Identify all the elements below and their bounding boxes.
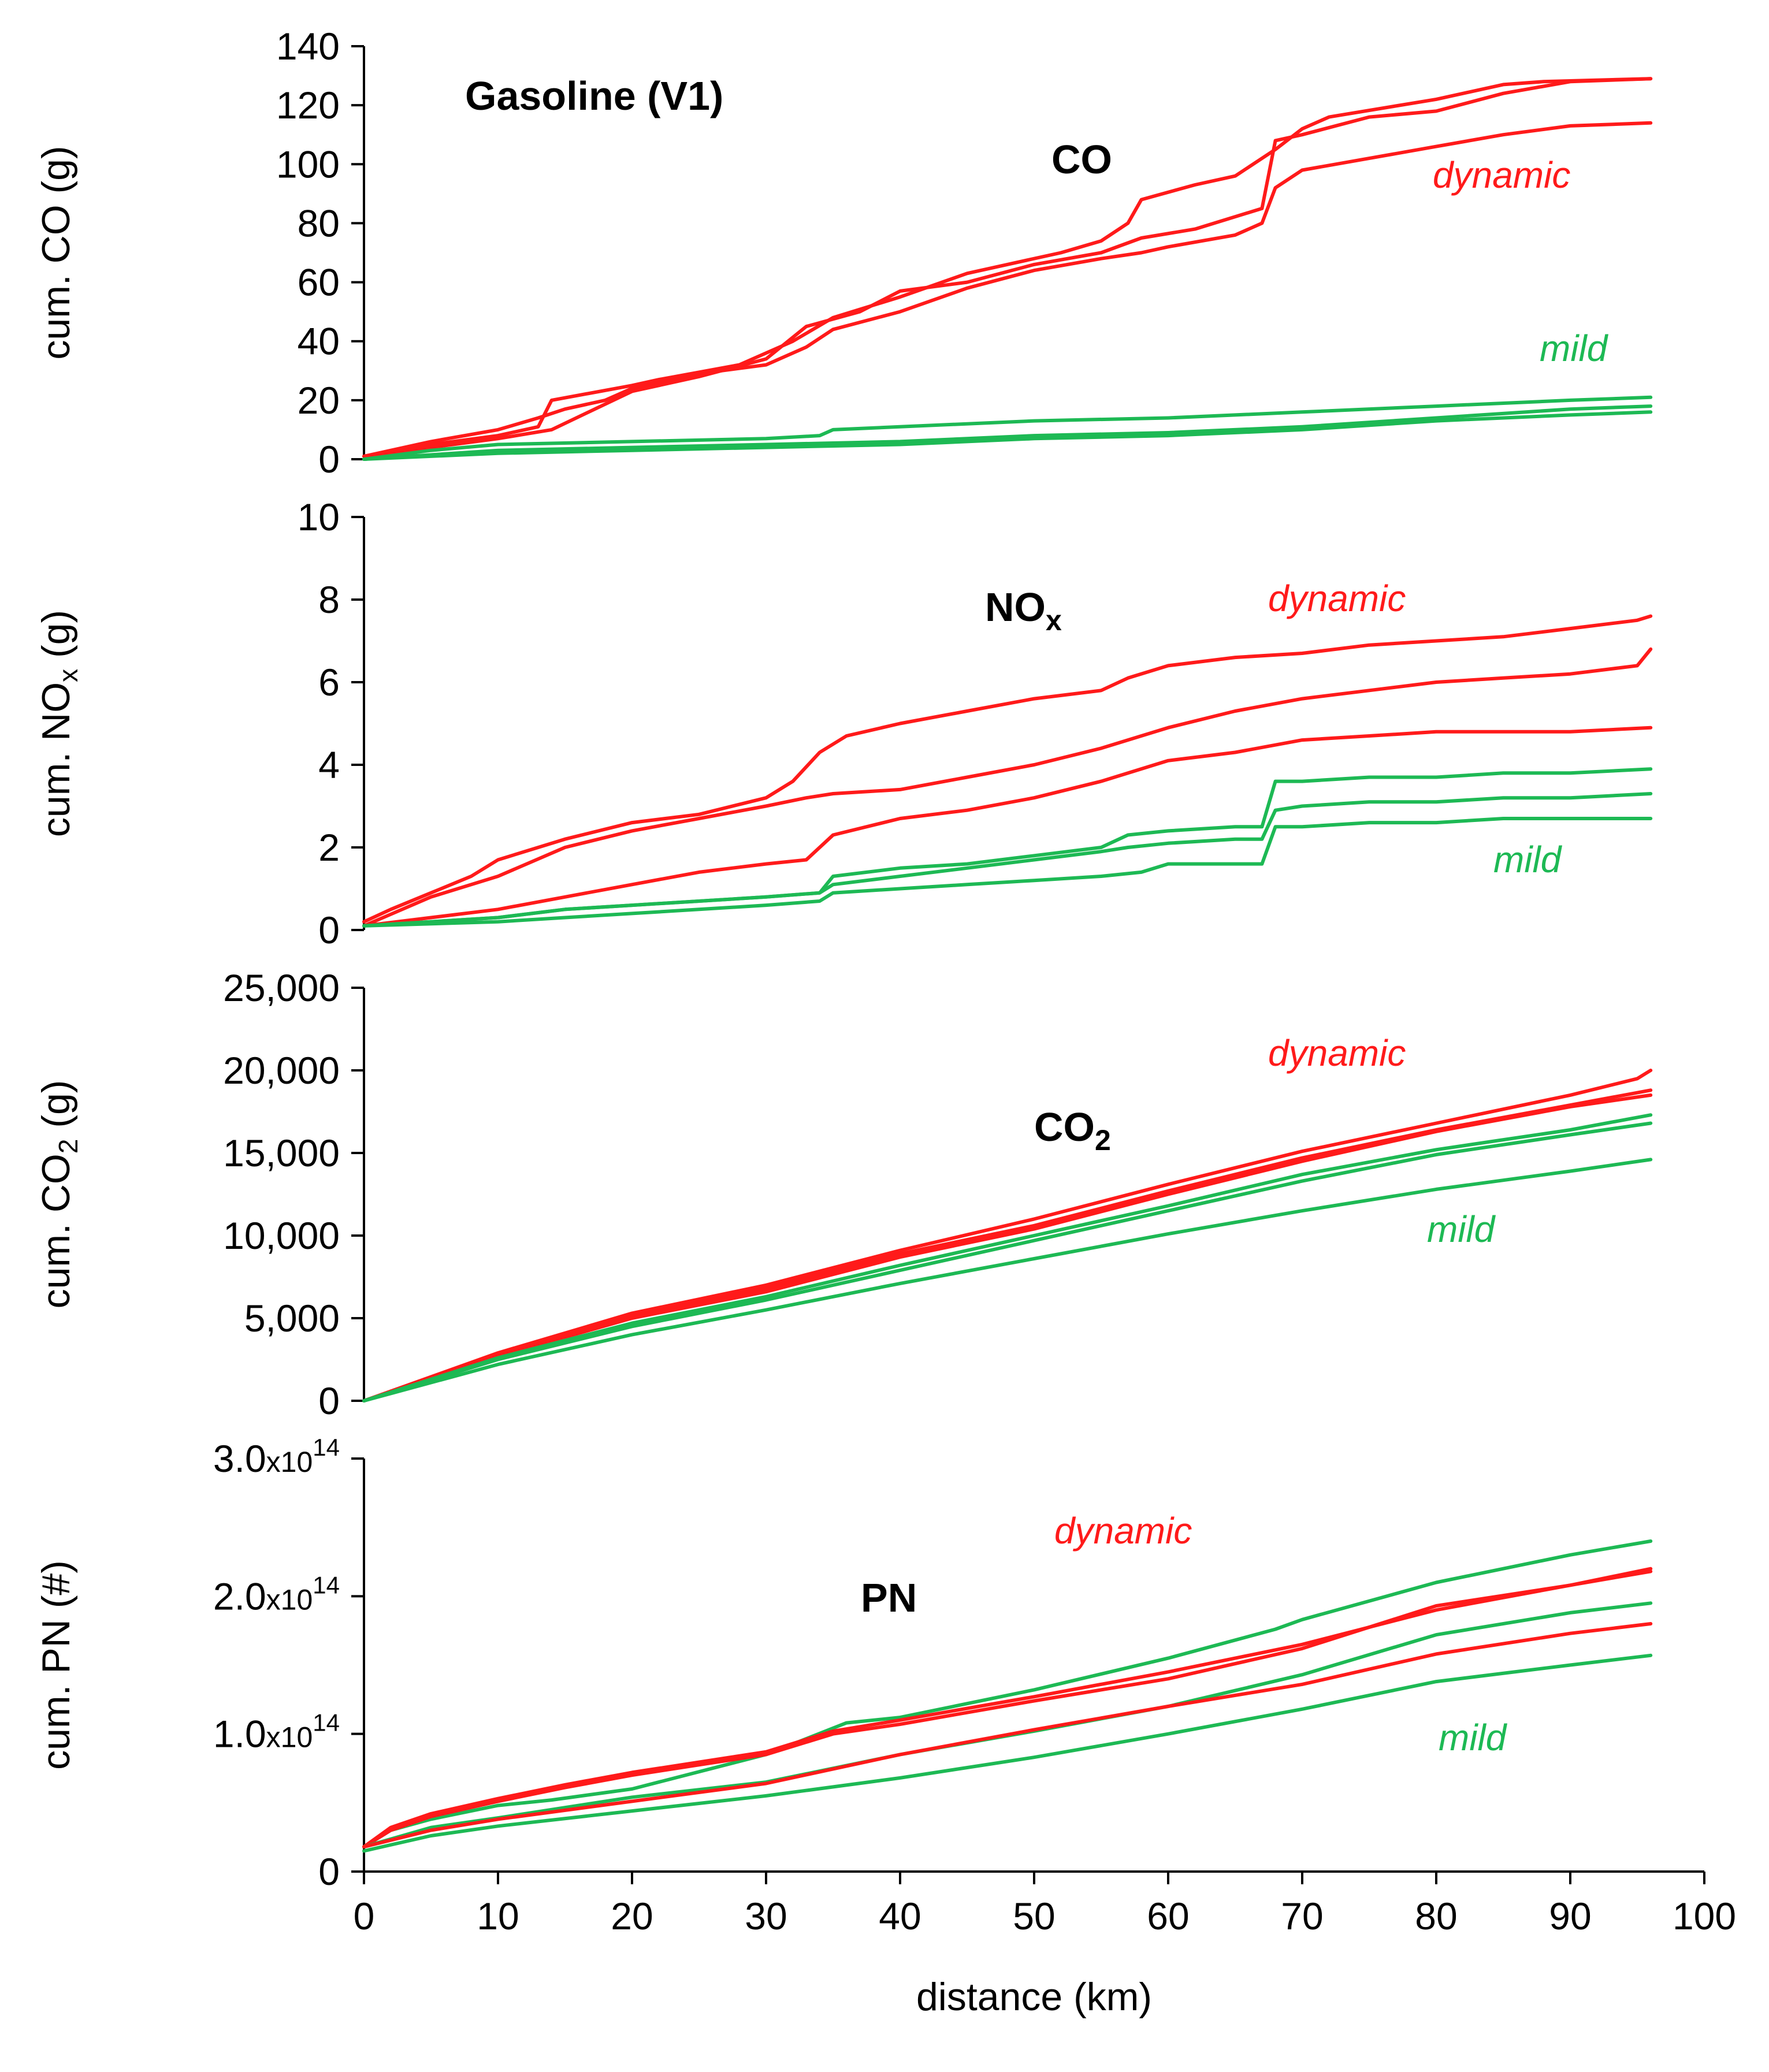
y-tick-label: 3.0x1014 xyxy=(213,1434,340,1480)
annotation-mild: mild xyxy=(1493,839,1563,880)
y-tick-label: 25,000 xyxy=(223,966,340,1009)
x-tick-label: 50 xyxy=(1013,1895,1055,1937)
panel-label: NOx xyxy=(985,585,1062,637)
y-tick-label: 5,000 xyxy=(244,1297,340,1340)
x-tick-label: 90 xyxy=(1549,1895,1591,1937)
annotation-mild: mild xyxy=(1439,1717,1508,1758)
panel-nox: 0 2 4 6 8 10 cum. NOx (g) NOx dynamic mild xyxy=(34,496,1653,951)
annotation-dynamic: dynamic xyxy=(1433,154,1570,196)
annotation-dynamic: dynamic xyxy=(1268,1032,1406,1074)
y-axis-title: cum. CO2 (g) xyxy=(34,1080,83,1309)
y-tick-label: 2.0x1014 xyxy=(213,1571,340,1617)
y-axis-title: cum. NOx (g) xyxy=(34,610,83,837)
x-tick-label: 80 xyxy=(1415,1895,1457,1937)
panel-pn: 0 1.0x1014 2.0x1014 3.0x1014 cum. PN (#) PN dy… xyxy=(34,1434,1653,1893)
series-line-dynamic xyxy=(362,77,1653,458)
series-line-mild xyxy=(362,792,1653,928)
x-tick-label: 0 xyxy=(354,1895,375,1937)
series-line-mild xyxy=(362,1539,1653,1849)
x-tick-label: 20 xyxy=(611,1895,653,1937)
x-axis-title: distance (km) xyxy=(916,1975,1152,2019)
y-tick-label: 0 xyxy=(318,438,340,481)
series-line-dynamic xyxy=(362,726,1653,928)
annotation-mild: mild xyxy=(1540,328,1609,369)
y-tick-label: 0 xyxy=(318,909,340,951)
y-tick-label: 4 xyxy=(318,743,340,786)
panel-label: CO xyxy=(1051,137,1112,182)
series-line-dynamic xyxy=(362,1093,1653,1403)
series-line-mild xyxy=(362,1121,1653,1403)
y-axis-title: cum. PN (#) xyxy=(34,1560,78,1770)
panel-label: CO2 xyxy=(1034,1104,1111,1156)
x-tick-label: 40 xyxy=(879,1895,921,1937)
x-tick-label: 30 xyxy=(745,1895,787,1937)
series-line-mild xyxy=(362,1158,1653,1403)
series-line-dynamic xyxy=(362,121,1653,458)
chart-title: Gasoline (V1) xyxy=(465,73,723,118)
panel-label: PN xyxy=(861,1575,917,1620)
y-tick-label: 0 xyxy=(318,1850,340,1893)
series-line-dynamic xyxy=(362,614,1653,924)
series-line-dynamic xyxy=(362,1569,1653,1849)
x-tick-label: 70 xyxy=(1281,1895,1323,1937)
y-tick-label: 60 xyxy=(298,261,340,304)
series-line-mild xyxy=(362,404,1653,461)
y-tick-label: 2 xyxy=(318,826,340,869)
y-tick-label: 15,000 xyxy=(223,1132,340,1174)
panel-co: 0 20 40 60 80 100 120 140 cum. CO (g) Gasoline (V… xyxy=(34,25,1653,481)
annotation-dynamic: dynamic xyxy=(1054,1510,1192,1552)
y-tick-label: 80 xyxy=(298,202,340,244)
x-tick-label: 10 xyxy=(477,1895,519,1937)
series-line-mild xyxy=(362,395,1653,461)
y-tick-label: 100 xyxy=(276,143,340,185)
y-tick-label: 120 xyxy=(276,84,340,127)
y-tick-label: 140 xyxy=(276,25,340,68)
annotation-mild: mild xyxy=(1427,1208,1496,1250)
y-tick-label: 1.0x1014 xyxy=(213,1709,340,1755)
series-line-mild xyxy=(362,410,1653,461)
y-tick-label: 20,000 xyxy=(223,1049,340,1092)
x-axis: 0 10 20 30 40 50 60 70 80 90 100 distance (km) xyxy=(354,1870,1736,2019)
series-line-mild xyxy=(362,767,1653,928)
series-line-dynamic xyxy=(362,77,1653,458)
y-axis-title: cum. CO (g) xyxy=(34,146,78,359)
y-tick-label: 10,000 xyxy=(223,1214,340,1257)
y-tick-label: 10 xyxy=(298,496,340,538)
series-line-dynamic xyxy=(362,1069,1653,1403)
panel-co2: 0 5,000 10,000 15,000 20,000 25,000 cum. CO2 (… xyxy=(34,966,1653,1422)
y-tick-label: 0 xyxy=(318,1379,340,1422)
annotation-dynamic: dynamic xyxy=(1268,578,1406,619)
y-tick-label: 8 xyxy=(318,578,340,621)
series-line-dynamic xyxy=(362,1567,1653,1849)
series-line-mild xyxy=(362,1113,1653,1403)
x-tick-label: 100 xyxy=(1673,1895,1736,1937)
y-tick-label: 6 xyxy=(318,661,340,704)
series-line-mild xyxy=(362,817,1653,928)
y-tick-label: 20 xyxy=(298,379,340,422)
series-line-dynamic xyxy=(362,1622,1653,1849)
x-tick-label: 60 xyxy=(1147,1895,1189,1937)
y-tick-label: 40 xyxy=(298,320,340,363)
series-line-mild xyxy=(362,1653,1653,1853)
series-line-dynamic xyxy=(362,647,1653,928)
